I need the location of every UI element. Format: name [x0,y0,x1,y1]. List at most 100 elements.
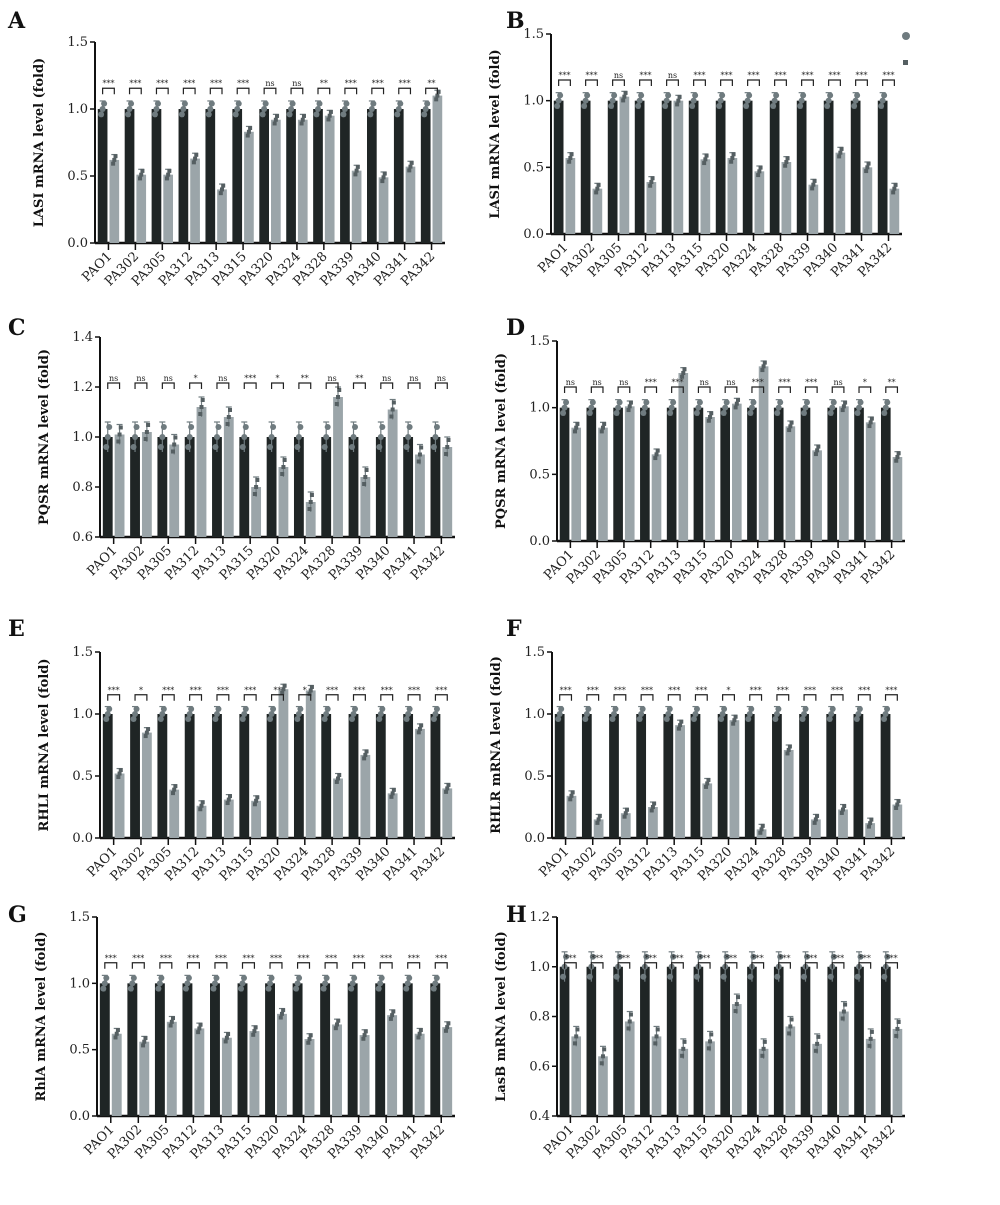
bar-control [127,983,138,1116]
data-point-control [103,444,110,450]
data-point-control [316,100,323,107]
data-point-control [777,399,784,406]
data-point-control [324,424,331,430]
data-point-treated [570,790,575,795]
data-point-treated [843,1002,848,1007]
data-point-treated [676,726,681,731]
data-point-treated [436,89,441,94]
bar-control [286,109,296,243]
legend-treated-marker [903,60,908,65]
significance-bracket [831,386,845,393]
data-point-control [610,711,617,717]
bar-treated [808,184,819,234]
data-point-control [265,985,272,992]
bar-treated [251,800,262,838]
data-point-control [693,706,700,713]
y-tick-label: 1.5 [523,27,544,42]
bar-treated [839,1011,849,1116]
data-point-treated [281,1008,286,1013]
significance-bracket [380,694,394,701]
data-point-treated [675,102,680,107]
data-point-treated [704,153,709,158]
data-point-treated [228,408,232,412]
bar-control [293,437,304,537]
data-point-control [324,706,331,713]
bar-control [688,100,699,235]
data-point-control [430,985,437,992]
significance-bracket [241,962,256,969]
data-point-treated [762,360,767,365]
data-point-control [856,706,863,713]
data-point-control [718,715,725,722]
data-point-treated [595,186,600,191]
data-point-treated [758,165,763,170]
data-point-treated [224,1035,229,1040]
bar-treated [571,1036,582,1116]
data-point-control [851,103,858,109]
significance-bracket [161,694,175,701]
data-point-treated [681,371,686,375]
significance-label: *** [435,954,447,963]
data-point-control [242,706,249,713]
data-point-control [180,106,187,112]
data-point-control [294,444,301,450]
data-point-treated [146,727,151,732]
bar-treated [351,170,362,243]
data-point-control [376,715,383,722]
data-point-control [802,706,809,713]
data-point-treated [896,799,901,804]
data-point-control [215,424,222,430]
data-point-treated [602,1047,607,1052]
data-point-treated [655,1027,660,1032]
significance-label: *** [105,954,117,963]
data-point-control [205,111,212,118]
data-point-treated [170,791,175,796]
data-point-treated [335,1022,340,1027]
data-point-treated [626,1026,631,1031]
data-point-treated [416,730,421,735]
significance-bracket [434,382,448,389]
data-point-treated [756,173,761,178]
data-point-control [640,410,647,416]
significance-label: *** [129,79,141,88]
significance-bracket [407,694,421,701]
significance-label: *** [698,954,710,963]
bar-treated [566,795,577,838]
bar-control [720,407,730,541]
data-point-control [341,106,348,112]
data-point-treated [680,374,685,379]
data-point-control [405,434,412,440]
bar-control [613,407,623,541]
data-point-treated [841,404,846,409]
data-point-control [803,953,810,960]
data-point-treated [334,779,339,784]
y-tick-label: 0.0 [67,236,88,251]
bar-control [420,109,431,243]
bar-treated [442,447,453,537]
bar-control [693,966,704,1116]
data-point-control [130,975,137,982]
data-point-control [775,706,782,713]
data-point-treated [813,1048,818,1053]
data-point-treated [705,781,710,786]
data-point-treated [736,397,741,402]
data-point-treated [650,176,655,181]
data-point-treated [811,182,816,187]
significance-bracket [671,386,684,393]
significance-label: *** [645,954,657,963]
significance-bracket [325,382,339,389]
data-point-treated [327,113,332,118]
data-point-control [586,973,593,980]
data-point-treated [787,744,792,749]
data-point-treated [254,485,259,489]
data-point-treated [252,492,257,496]
bar-control [232,109,243,243]
bar-control [580,100,591,235]
bar-treated [732,403,742,541]
data-point-control [433,424,440,430]
data-point-control [584,92,591,99]
bar-treated [277,1013,287,1116]
significance-bracket [236,87,250,95]
data-point-treated [278,1015,283,1020]
